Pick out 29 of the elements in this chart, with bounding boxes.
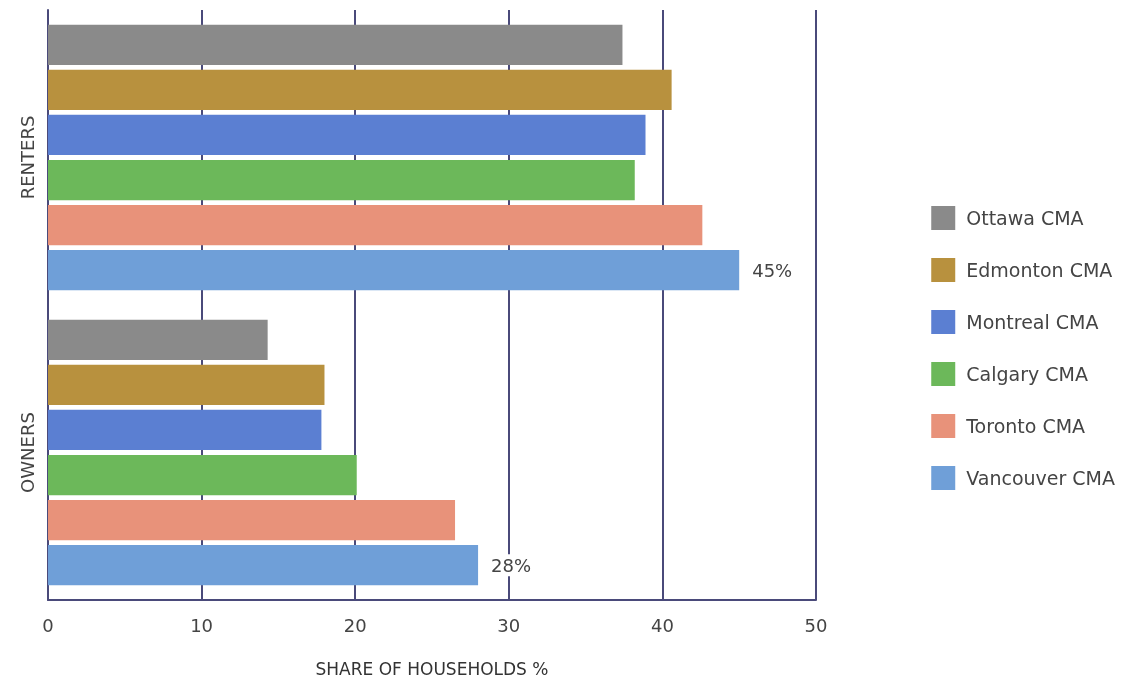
bar bbox=[48, 69, 672, 111]
legend-label: Calgary CMA bbox=[966, 363, 1088, 385]
x-tick-label: 20 bbox=[343, 614, 367, 636]
bar bbox=[48, 204, 703, 246]
y-tick-label: OWNERS bbox=[16, 412, 38, 493]
x-axis-title: SHARE OF HOUSEHOLDS % bbox=[315, 658, 549, 679]
y-tick-label: RENTERS bbox=[16, 115, 38, 200]
x-tick-label: 50 bbox=[804, 614, 828, 636]
x-tick-label: 40 bbox=[650, 614, 674, 636]
data-label: 45% bbox=[752, 259, 793, 281]
legend-label: Ottawa CMA bbox=[966, 207, 1084, 229]
data-label: 28% bbox=[491, 554, 532, 576]
bar bbox=[48, 250, 740, 291]
bar bbox=[48, 499, 456, 541]
x-tick-label: 0 bbox=[42, 614, 54, 636]
bar bbox=[48, 319, 268, 360]
bar bbox=[48, 364, 325, 406]
bar bbox=[48, 454, 357, 496]
bar bbox=[48, 24, 623, 65]
x-tick-label: 30 bbox=[497, 614, 521, 636]
legend-label: Toronto CMA bbox=[965, 415, 1086, 437]
legend-label: Montreal CMA bbox=[966, 311, 1099, 333]
bar bbox=[48, 409, 322, 451]
legend-label: Vancouver CMA bbox=[966, 467, 1115, 489]
bar bbox=[48, 545, 479, 586]
legend-label: Edmonton CMA bbox=[966, 259, 1113, 281]
x-tick-label: 10 bbox=[190, 614, 214, 636]
bar bbox=[48, 159, 635, 201]
bar bbox=[48, 114, 646, 156]
